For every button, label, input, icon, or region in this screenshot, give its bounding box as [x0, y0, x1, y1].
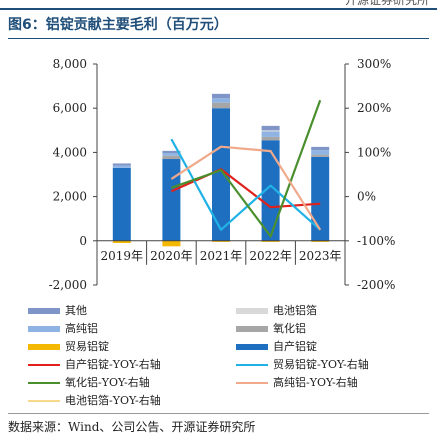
- series-line: [170, 138, 321, 231]
- series-line: [171, 99, 322, 238]
- right-tick-label: 300%: [357, 57, 391, 71]
- bar-segment: [162, 155, 181, 160]
- legend-item: 氧化铝-YOY-右轴: [28, 374, 150, 392]
- category-label: 2023年: [299, 249, 342, 263]
- legend-item: 电池铝箔: [236, 302, 317, 320]
- top-rule: [0, 8, 437, 10]
- category-label: 2020年: [150, 249, 193, 263]
- bar-segment: [212, 240, 230, 242]
- bar-segment: [261, 240, 280, 242]
- category-label: 2019年: [101, 249, 144, 263]
- legend-item: 自产铝锭: [236, 338, 317, 356]
- bar-segment: [112, 240, 131, 244]
- legend-label: 高纯铝: [65, 322, 98, 335]
- legend-swatch: [28, 344, 60, 350]
- legend-swatch: [28, 308, 60, 314]
- legend-label: 氧化铝-YOY-右轴: [65, 376, 150, 389]
- legend-label: 贸易铝锭: [65, 340, 109, 353]
- bar-segment: [311, 156, 330, 241]
- bar-segment: [261, 131, 280, 137]
- clipped-page-header: 开源证券研究所: [344, 0, 429, 7]
- legend-item: 贸易铝锭: [28, 338, 109, 356]
- bar-segment: [212, 93, 230, 99]
- right-tick-label: 100%: [357, 145, 391, 159]
- bar-segment: [311, 240, 330, 242]
- left-tick-label: 8,000: [53, 57, 87, 71]
- right-tick-label: -200%: [357, 278, 395, 292]
- bar-segment: [112, 163, 131, 166]
- bar-segment: [261, 136, 280, 141]
- left-tick-label: 6,000: [53, 101, 87, 115]
- bar-segment: [311, 146, 330, 151]
- legend-swatch: [28, 400, 60, 402]
- legend-item: 高纯铝-YOY-右轴: [236, 374, 358, 392]
- category-label: 2022年: [249, 249, 292, 263]
- legend-swatch: [236, 364, 268, 366]
- series-line: [170, 145, 322, 231]
- series-line: [170, 168, 321, 209]
- legend-item: 高纯铝: [28, 320, 98, 338]
- legend-swatch: [236, 308, 268, 314]
- legend-item: 其他: [28, 302, 87, 320]
- bar-segment: [311, 150, 330, 155]
- bar-segment: [212, 98, 230, 103]
- bar-segment: [261, 130, 280, 132]
- bar-segment: [212, 102, 230, 109]
- bar-segment: [261, 140, 280, 241]
- right-tick-label: -100%: [357, 234, 395, 248]
- bar-segment: [162, 150, 181, 154]
- legend-label: 电池铝箔-YOY-右轴: [65, 394, 161, 407]
- legend-label: 贸易铝锭-YOY-右轴: [273, 358, 369, 371]
- legend-label: 电池铝箔: [273, 304, 317, 317]
- bottom-rule: [8, 413, 429, 414]
- legend-label: 氧化铝: [273, 322, 306, 335]
- source-note: 数据来源：Wind、公司公告、开源证券研究所: [8, 420, 256, 434]
- bar-segment: [212, 108, 230, 241]
- right-tick-label: 200%: [357, 101, 391, 115]
- left-tick-label: 0: [79, 234, 87, 248]
- legend-item: 自产铝锭-YOY-右轴: [28, 356, 161, 374]
- bar-segment: [112, 167, 131, 241]
- bar-segment: [112, 165, 131, 168]
- bar-segment: [162, 240, 181, 247]
- legend-swatch: [28, 364, 60, 366]
- bar-segment: [162, 159, 181, 241]
- left-tick-label: 4,000: [53, 145, 87, 159]
- left-tick-label: -2,000: [49, 278, 87, 292]
- bar-segment: [162, 153, 181, 156]
- legend-label: 其他: [65, 304, 87, 317]
- legend-label: 高纯铝-YOY-右轴: [273, 376, 358, 389]
- category-label: 2021年: [200, 249, 243, 263]
- legend-label: 自产铝锭: [273, 340, 317, 353]
- legend-label: 自产铝锭-YOY-右轴: [65, 358, 161, 371]
- legend-swatch: [236, 382, 268, 384]
- legend-item: 氧化铝: [236, 320, 306, 338]
- legend-swatch: [28, 326, 60, 332]
- legend-item: 电池铝箔-YOY-右轴: [28, 392, 161, 410]
- bar-segment: [261, 125, 280, 131]
- title-rule: [8, 38, 429, 39]
- legend-swatch: [236, 326, 268, 332]
- left-tick-label: 2,000: [53, 190, 87, 204]
- chart: 8,000 6,000 4,000 2,000 0 -2,000 300% 200% 100% 0…: [49, 57, 396, 292]
- right-tick-label: 0%: [357, 190, 376, 204]
- legend-swatch: [236, 344, 268, 350]
- figure-title: 图6：铝锭贡献主要毛利（百万元）: [8, 17, 228, 33]
- legend-item: 贸易铝锭-YOY-右轴: [236, 356, 369, 374]
- legend-swatch: [28, 382, 60, 384]
- bar-segment: [311, 154, 330, 157]
